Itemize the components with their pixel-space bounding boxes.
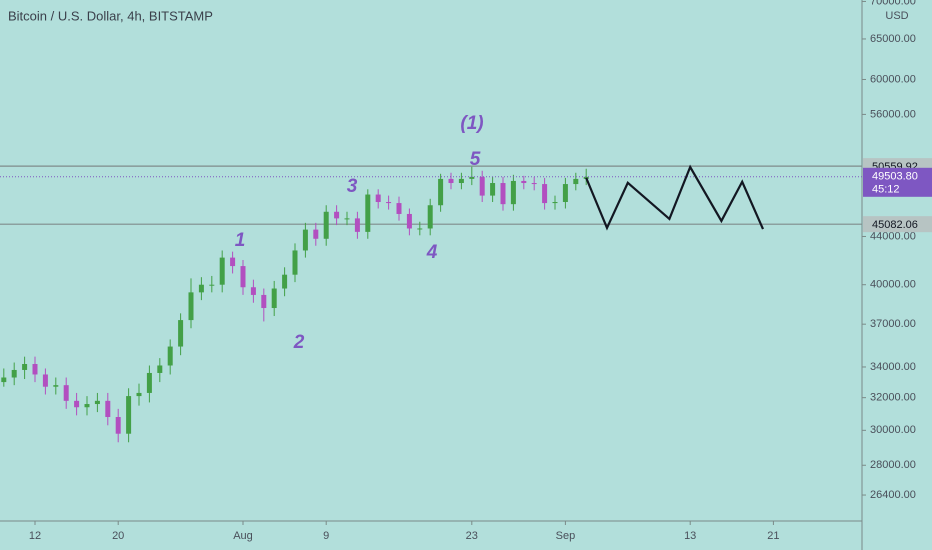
y-tick-label: 44000.00	[870, 230, 916, 242]
y-tick-label: 32000.00	[870, 392, 916, 404]
projection-path	[585, 164, 765, 231]
currency: USD	[885, 10, 908, 22]
candle-body	[406, 213, 412, 229]
candle-body	[178, 320, 184, 347]
y-tick-label: 60000.00	[870, 73, 916, 85]
candle-body	[542, 184, 548, 204]
candle-body	[344, 218, 350, 220]
candle-body	[573, 178, 579, 185]
candle-body	[63, 385, 69, 401]
candle-body	[448, 178, 454, 184]
y-tick-label: 28000.00	[870, 459, 916, 471]
candle-body	[105, 400, 111, 418]
last-price-box	[863, 167, 932, 197]
candle-body	[458, 178, 464, 184]
candle-body	[53, 385, 59, 387]
y-tick-label: 30000.00	[870, 424, 916, 436]
candle-body	[417, 228, 423, 230]
x-tick-label: Aug	[233, 530, 253, 542]
candle-body	[11, 369, 17, 378]
x-tick-label: 23	[466, 530, 478, 542]
y-tick-label: 26400.00	[870, 489, 916, 501]
candle-body	[271, 288, 277, 309]
candle-body	[469, 176, 475, 179]
level-label: 45082.06	[872, 219, 918, 231]
candle-body	[354, 218, 360, 232]
candle-body	[396, 203, 402, 214]
y-tick-label: 65000.00	[870, 33, 916, 45]
y-tick-label: 34000.00	[870, 361, 916, 373]
x-tick-label: Sep	[556, 530, 576, 542]
candle-body	[438, 178, 444, 206]
candle-body	[74, 400, 80, 408]
y-tick-label: 37000.00	[870, 318, 916, 330]
chart-title: Bitcoin / U.S. Dollar, 4h, BITSTAMP	[8, 8, 213, 23]
candle-body	[510, 180, 516, 205]
candle-body	[198, 284, 204, 293]
x-tick-label: 9	[323, 530, 329, 542]
candle-body	[126, 396, 132, 434]
candle-body	[386, 202, 392, 204]
candle-body	[500, 183, 506, 205]
x-tick-label: 21	[767, 530, 779, 542]
candle-body	[136, 392, 142, 397]
candle-body	[313, 229, 319, 239]
candle-body	[427, 205, 433, 229]
candle-body	[219, 257, 225, 285]
x-tick-label: 12	[29, 530, 41, 542]
candle-body	[240, 266, 246, 288]
candle-body	[282, 274, 288, 289]
wave-label: 1	[235, 230, 246, 251]
candle-body	[552, 202, 558, 204]
candle-body	[302, 229, 308, 251]
candle-body	[84, 404, 90, 408]
candle-body	[375, 194, 381, 203]
last-price-label: 49503.80	[872, 171, 918, 183]
y-tick-label: 40000.00	[870, 279, 916, 291]
candle-body	[531, 183, 537, 185]
y-tick-label: 56000.00	[870, 108, 916, 120]
candle-body	[115, 417, 121, 434]
candle-body	[365, 194, 371, 232]
candle-body	[479, 176, 485, 196]
candle-body	[1, 377, 7, 383]
candle-body	[521, 180, 527, 184]
y-tick-label: 70000.00	[870, 0, 916, 7]
wave-label: (1)	[460, 113, 483, 134]
wave-label: 5	[470, 149, 481, 170]
candle-body	[292, 250, 298, 275]
wave-label: 3	[347, 176, 358, 197]
candle-body	[94, 400, 100, 405]
candle-body	[490, 183, 496, 196]
candle-body	[334, 211, 340, 219]
candle-body	[323, 211, 329, 239]
candle-body	[146, 372, 152, 393]
candle-body	[562, 184, 568, 203]
candle-body	[32, 364, 38, 375]
candle-body	[209, 284, 215, 286]
wave-label: 2	[293, 332, 305, 353]
x-tick-label: 13	[684, 530, 696, 542]
wave-label: 4	[426, 242, 438, 263]
candle-body	[42, 374, 48, 387]
x-tick-label: 20	[112, 530, 124, 542]
candle-body	[167, 346, 173, 366]
level-box	[863, 216, 932, 233]
countdown: 45:12	[872, 184, 900, 196]
candle-body	[188, 292, 194, 321]
candle-body	[250, 287, 256, 295]
candle-body	[261, 294, 267, 309]
candle-body	[22, 364, 28, 370]
candle-body	[230, 257, 236, 267]
candle-body	[157, 365, 163, 373]
